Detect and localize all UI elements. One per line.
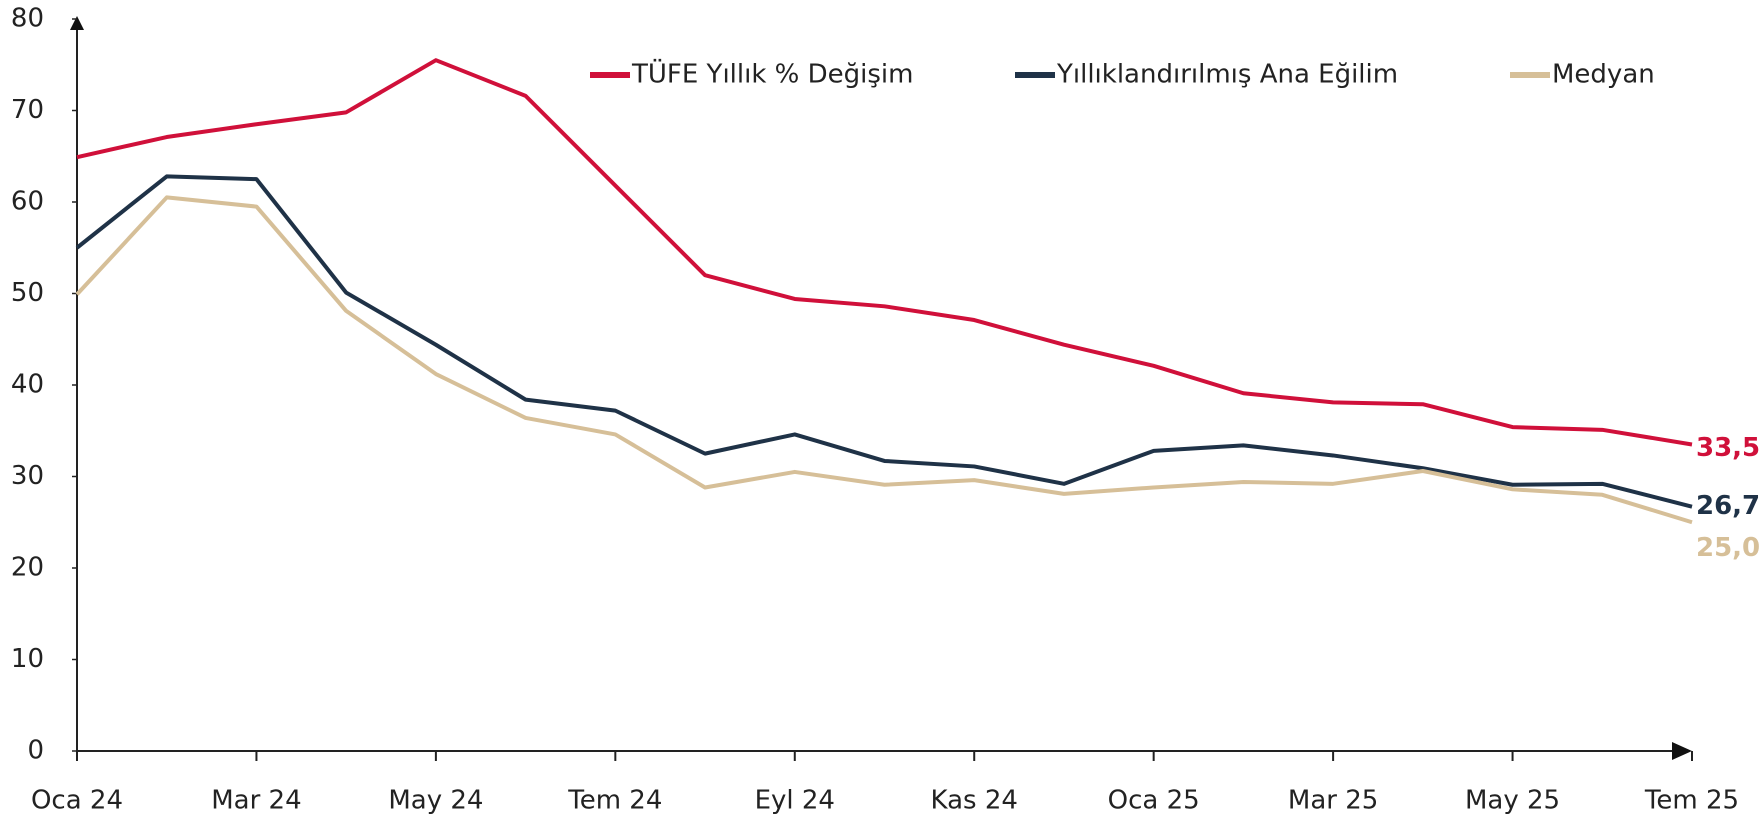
x-tick-label: Eyl 24 bbox=[755, 786, 835, 816]
y-tick-label: 0 bbox=[27, 736, 44, 766]
y-tick-label: 50 bbox=[11, 278, 44, 308]
series-line bbox=[76, 58, 1693, 447]
x-tick-label: Oca 25 bbox=[1108, 786, 1200, 816]
y-tick-label: 10 bbox=[11, 644, 44, 674]
legend-label: Yıllıklandırılmış Ana Eğilim bbox=[1056, 60, 1398, 90]
value-label: 33,5 bbox=[1696, 433, 1759, 463]
y-tick-label: 60 bbox=[11, 187, 44, 217]
y-tick-label: 30 bbox=[11, 461, 44, 491]
x-tick-label: Kas 24 bbox=[931, 786, 1018, 816]
series-line bbox=[75, 195, 1693, 525]
value-label: 25,0 bbox=[1696, 533, 1759, 563]
series-line bbox=[75, 174, 1693, 509]
y-tick-label: 40 bbox=[11, 370, 44, 400]
legend-label: TÜFE Yıllık % Değişim bbox=[631, 58, 913, 90]
x-tick-label: Tem 24 bbox=[567, 786, 662, 816]
value-label: 26,7 bbox=[1696, 491, 1759, 521]
x-tick-label: Mar 25 bbox=[1288, 786, 1378, 816]
x-tick-label: May 25 bbox=[1465, 786, 1560, 816]
y-tick-label: 70 bbox=[11, 95, 44, 125]
x-tick-label: Oca 24 bbox=[31, 786, 123, 816]
x-axis-arrow bbox=[1672, 742, 1692, 760]
x-tick-label: May 24 bbox=[388, 786, 483, 816]
legend-label: Medyan bbox=[1552, 60, 1655, 90]
y-tick-label: 20 bbox=[11, 553, 44, 583]
y-axis-arrow bbox=[70, 16, 84, 30]
x-tick-label: Mar 24 bbox=[211, 786, 301, 816]
x-tick-label: Tem 25 bbox=[1644, 786, 1739, 816]
y-tick-label: 80 bbox=[11, 4, 44, 34]
